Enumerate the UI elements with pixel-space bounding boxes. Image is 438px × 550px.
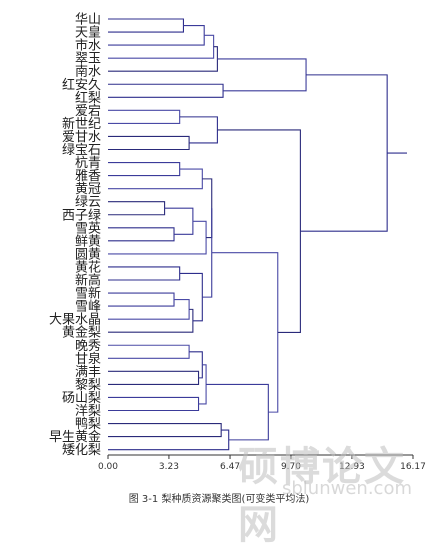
leaf-label: 翠玉 — [75, 52, 101, 67]
leaf-label: 西子绿 — [62, 208, 101, 223]
cluster-link — [108, 299, 190, 320]
leaf-labels: 华山天皇市水翠玉南水红安久红梨爱宕新世纪爱甘水绿宝石杭青雅香黄冠绿云西子绿雪英鲜… — [49, 13, 101, 459]
cluster-link — [108, 18, 184, 33]
leaf-label: 杭青 — [75, 156, 101, 171]
cluster-link — [108, 162, 181, 177]
cluster-link — [108, 135, 190, 151]
cluster-link — [108, 34, 215, 59]
leaf-label: 红梨 — [75, 90, 101, 106]
cluster-link — [108, 423, 222, 438]
leaf-label: 圆黄 — [75, 247, 101, 262]
leaf-label: 绿云 — [75, 195, 101, 210]
cluster-link — [179, 116, 218, 144]
dendrogram-links — [108, 18, 407, 451]
leaf-label: 黄冠 — [75, 182, 101, 197]
x-tick-label: 16.17 — [400, 462, 426, 472]
cluster-link — [217, 129, 301, 333]
dendrogram-chart: 华山天皇市水翠玉南水红安久红梨爱宕新世纪爱甘水绿宝石杭青雅香黄冠绿云西子绿雪英鲜… — [49, 13, 426, 473]
cluster-link — [108, 168, 203, 190]
leaf-label: 南水 — [75, 64, 101, 80]
leaf-label: 红安久 — [62, 77, 101, 93]
cluster-link — [108, 227, 175, 242]
cluster-link — [108, 201, 166, 216]
x-tick-label: 9.70 — [281, 462, 301, 472]
cluster-link — [300, 74, 388, 232]
leaf-label: 晚秀 — [75, 339, 101, 354]
x-tick-label: 6.47 — [220, 462, 240, 472]
cluster-link — [164, 207, 194, 235]
cluster-link — [202, 178, 213, 239]
cluster-link — [108, 292, 175, 307]
x-tick-label: 12.93 — [339, 462, 365, 472]
leaf-label: 洋梨 — [75, 404, 101, 419]
cluster-link — [206, 383, 269, 441]
cluster-link — [108, 83, 224, 98]
cluster-link — [108, 24, 205, 46]
cluster-link — [108, 429, 230, 451]
leaf-label: 甘泉 — [75, 351, 101, 367]
cluster-link — [189, 351, 203, 379]
leaf-label: 华山 — [75, 13, 101, 28]
leaf-label: 鲜黄 — [75, 234, 101, 249]
cluster-link — [179, 272, 203, 322]
leaf-label: 市水 — [75, 38, 101, 54]
leaf-label: 黎梨 — [75, 378, 101, 393]
x-axis: 0.00 3.23 6.47 9.70 12.93 16.17 — [98, 454, 426, 472]
leaf-label: 大果水晶 — [49, 313, 101, 328]
cluster-link — [108, 344, 190, 359]
leaf-label: 砀山梨 — [62, 391, 101, 406]
cluster-link — [108, 220, 207, 255]
leaf-label: 天皇 — [75, 26, 101, 41]
figure-caption: 图 3-1 梨种质资源聚类图(可变类平均法) — [128, 494, 310, 505]
leaf-label: 雪新 — [75, 286, 101, 302]
leaf-label: 早生黄金 — [49, 429, 101, 445]
cluster-link — [108, 109, 181, 124]
leaf-label: 雪峰 — [75, 300, 101, 315]
leaf-label: 雪英 — [75, 221, 101, 236]
leaf-label: 雅香 — [75, 169, 101, 184]
leaf-label: 新世纪 — [62, 116, 101, 132]
leaf-label: 矮化梨 — [62, 443, 101, 458]
cluster-link — [108, 396, 200, 412]
leaf-label: 鸭梨 — [75, 417, 101, 432]
cluster-link — [217, 58, 307, 92]
x-tick-label: 3.23 — [159, 462, 179, 472]
leaf-label: 爱甘水 — [62, 130, 101, 145]
leaf-label: 黄花 — [75, 259, 101, 275]
cluster-link — [108, 370, 200, 385]
cluster-link — [108, 266, 181, 281]
leaf-label: 爱宕 — [75, 104, 101, 119]
leaf-label: 绿宝石 — [62, 143, 101, 158]
cluster-link — [108, 46, 218, 72]
x-tick-label: 0.00 — [98, 462, 118, 472]
leaf-label: 满丰 — [75, 365, 101, 380]
watermark-url: sblunwen.com — [282, 478, 412, 499]
leaf-label: 黄金梨 — [62, 325, 101, 341]
leaf-label: 新高 — [75, 273, 101, 289]
cluster-link — [202, 208, 213, 298]
cluster-link — [108, 308, 194, 333]
